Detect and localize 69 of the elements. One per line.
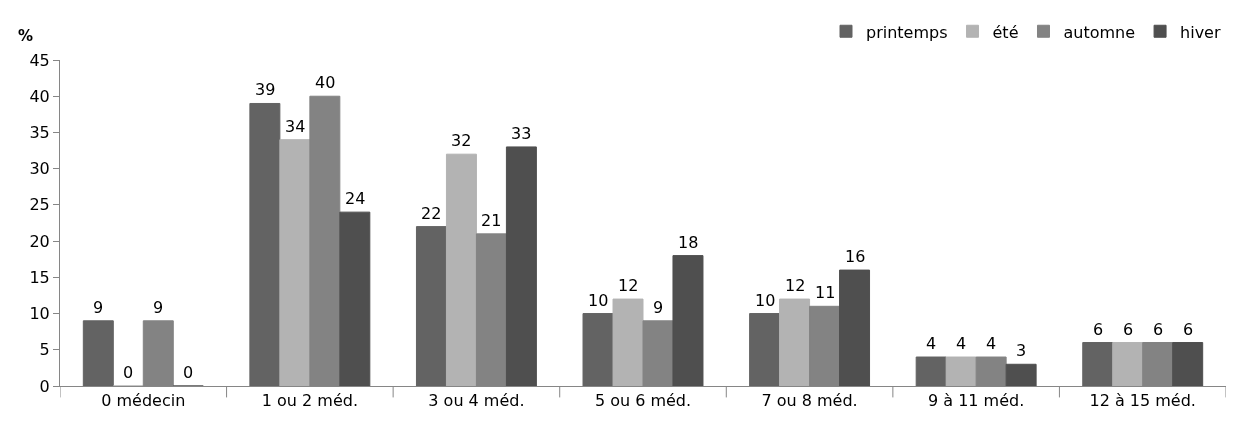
data-label: 40	[315, 73, 336, 92]
legend-label: été	[992, 22, 1019, 42]
y-tick-label: 20	[29, 231, 50, 251]
x-tick-label: 5 ou 6 méd.	[594, 391, 692, 411]
bar	[1082, 342, 1114, 386]
data-label: 39	[255, 80, 276, 99]
bar	[915, 356, 947, 386]
data-label: 32	[451, 131, 472, 150]
data-label: 33	[511, 124, 532, 143]
data-label: 21	[481, 211, 502, 230]
bar	[1112, 342, 1144, 386]
data-label: 9	[153, 298, 164, 317]
legend-label: hiver	[1180, 22, 1221, 42]
bar	[582, 313, 614, 386]
data-label: 11	[815, 283, 836, 302]
y-tick-label: 40	[29, 86, 50, 106]
data-label: 6	[1093, 320, 1104, 339]
y-tick-label: 10	[29, 304, 50, 324]
bar	[945, 356, 977, 386]
x-tick-label: 0 médecin	[101, 391, 186, 411]
y-axis-title: %	[18, 27, 34, 45]
bar	[505, 146, 537, 386]
data-label: 0	[183, 363, 194, 382]
y-tick-label: 30	[29, 159, 50, 179]
y-tick-label: 25	[29, 195, 50, 215]
data-label: 10	[755, 291, 776, 310]
data-label: 34	[285, 117, 306, 136]
legend-label: printemps	[866, 22, 948, 42]
bar	[839, 269, 871, 386]
y-tick-label: 5	[39, 340, 50, 360]
data-label: 6	[1183, 320, 1194, 339]
data-label: 3	[1016, 341, 1027, 360]
bar	[1005, 363, 1037, 386]
y-tick-label: 15	[29, 267, 50, 287]
data-label: 12	[785, 276, 806, 295]
bar	[249, 102, 281, 386]
bar	[612, 298, 644, 386]
data-label: 12	[618, 276, 639, 295]
data-label: 18	[678, 233, 699, 252]
bar	[749, 313, 781, 386]
x-tick-label: 9 à 11 méd.	[928, 391, 1025, 411]
bar	[415, 226, 447, 386]
data-label: 0	[123, 363, 134, 382]
y-tick-label: 0	[39, 376, 50, 396]
data-label: 4	[986, 334, 997, 353]
bar	[779, 298, 811, 386]
data-label: 24	[345, 189, 366, 208]
bar	[672, 255, 704, 386]
data-label: 4	[956, 334, 967, 353]
x-tick-label: 7 ou 8 méd.	[761, 391, 858, 411]
bar	[279, 139, 311, 386]
x-tick-label: 12 à 15 méd.	[1089, 391, 1196, 411]
legend-label: automne	[1063, 22, 1136, 42]
data-label: 4	[926, 334, 937, 353]
y-tick-label: 45	[29, 50, 50, 70]
data-label: 22	[421, 204, 442, 223]
y-tick-label: 35	[29, 123, 50, 143]
bar	[445, 153, 477, 386]
x-tick-label: 3 ou 4 méd.	[428, 391, 525, 411]
bar	[82, 320, 114, 386]
data-label: 9	[93, 298, 104, 317]
data-label: 16	[845, 247, 866, 266]
data-label: 10	[588, 291, 609, 310]
x-tick-label: 1 ou 2 méd.	[261, 391, 358, 411]
data-label: 6	[1153, 320, 1164, 339]
bar	[1172, 342, 1204, 386]
data-label: 9	[653, 298, 664, 317]
bar	[339, 211, 371, 386]
data-label: 6	[1123, 320, 1134, 339]
